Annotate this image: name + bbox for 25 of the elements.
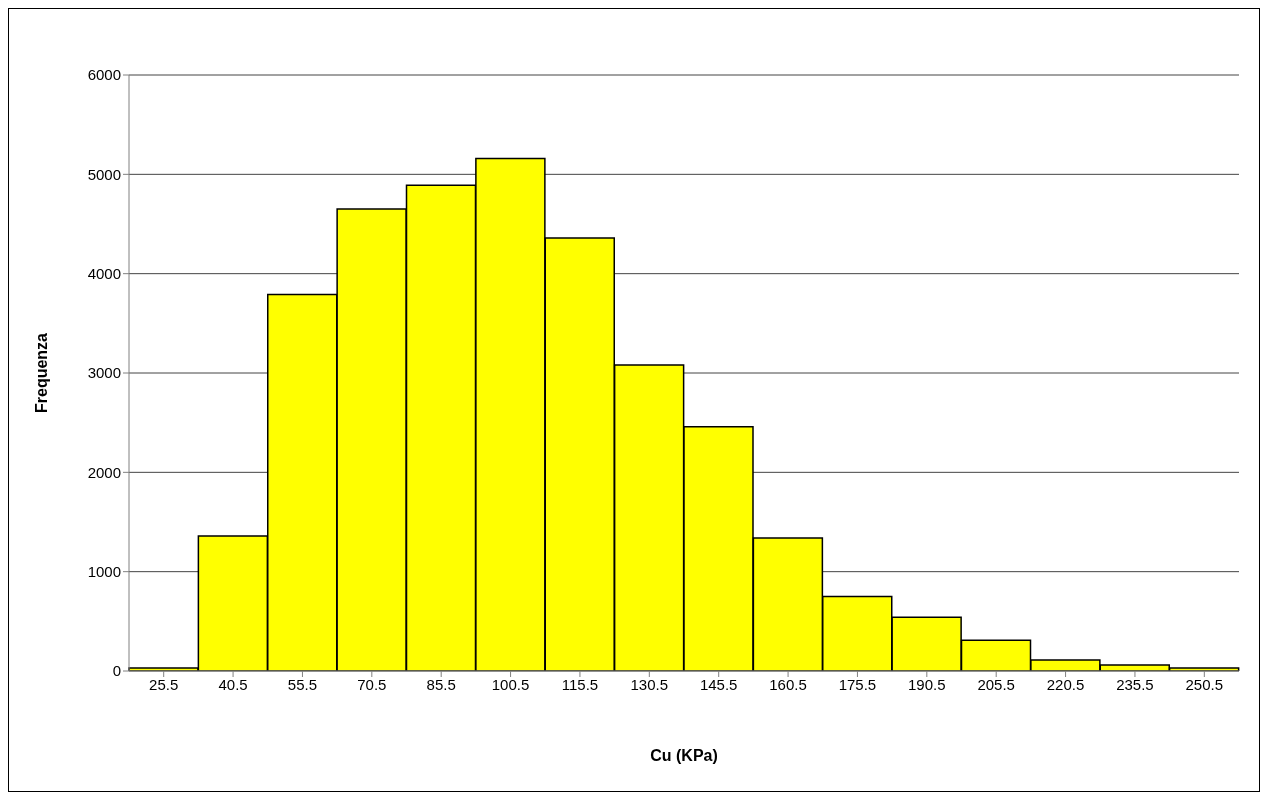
x-tick-label: 130.5 <box>630 675 669 693</box>
x-axis-title: Cu (KPa) <box>650 747 718 764</box>
x-tick-label: 205.5 <box>977 675 1015 693</box>
y-tick-label: 1000 <box>87 562 121 580</box>
x-tick-label: 190.5 <box>908 675 946 693</box>
x-tick-label: 25.5 <box>149 675 179 693</box>
x-tick-label: 40.5 <box>218 675 248 693</box>
x-tick-label: 70.5 <box>357 675 387 693</box>
x-tick-label: 160.5 <box>769 675 807 693</box>
y-axis-title: Frequenza <box>32 332 50 414</box>
y-tick-label: 4000 <box>87 264 121 282</box>
x-tick-label: 145.5 <box>699 675 738 693</box>
x-tick-label: 85.5 <box>426 675 456 693</box>
y-tick-label: 2000 <box>87 463 121 481</box>
x-tick-label: 115.5 <box>561 675 599 693</box>
y-tick-label: 6000 <box>87 66 121 84</box>
x-tick-label: 250.5 <box>1185 675 1224 693</box>
x-tick-label: 235.5 <box>1116 675 1154 693</box>
x-tick-label: 220.5 <box>1046 675 1085 693</box>
x-tick-label: 55.5 <box>287 675 318 693</box>
y-tick-label: 0 <box>112 662 121 680</box>
x-tick-label: 175.5 <box>838 675 877 693</box>
x-tick-label: 100.5 <box>491 675 530 693</box>
y-tick-label: 5000 <box>87 165 121 183</box>
y-tick-label: 3000 <box>87 364 121 382</box>
